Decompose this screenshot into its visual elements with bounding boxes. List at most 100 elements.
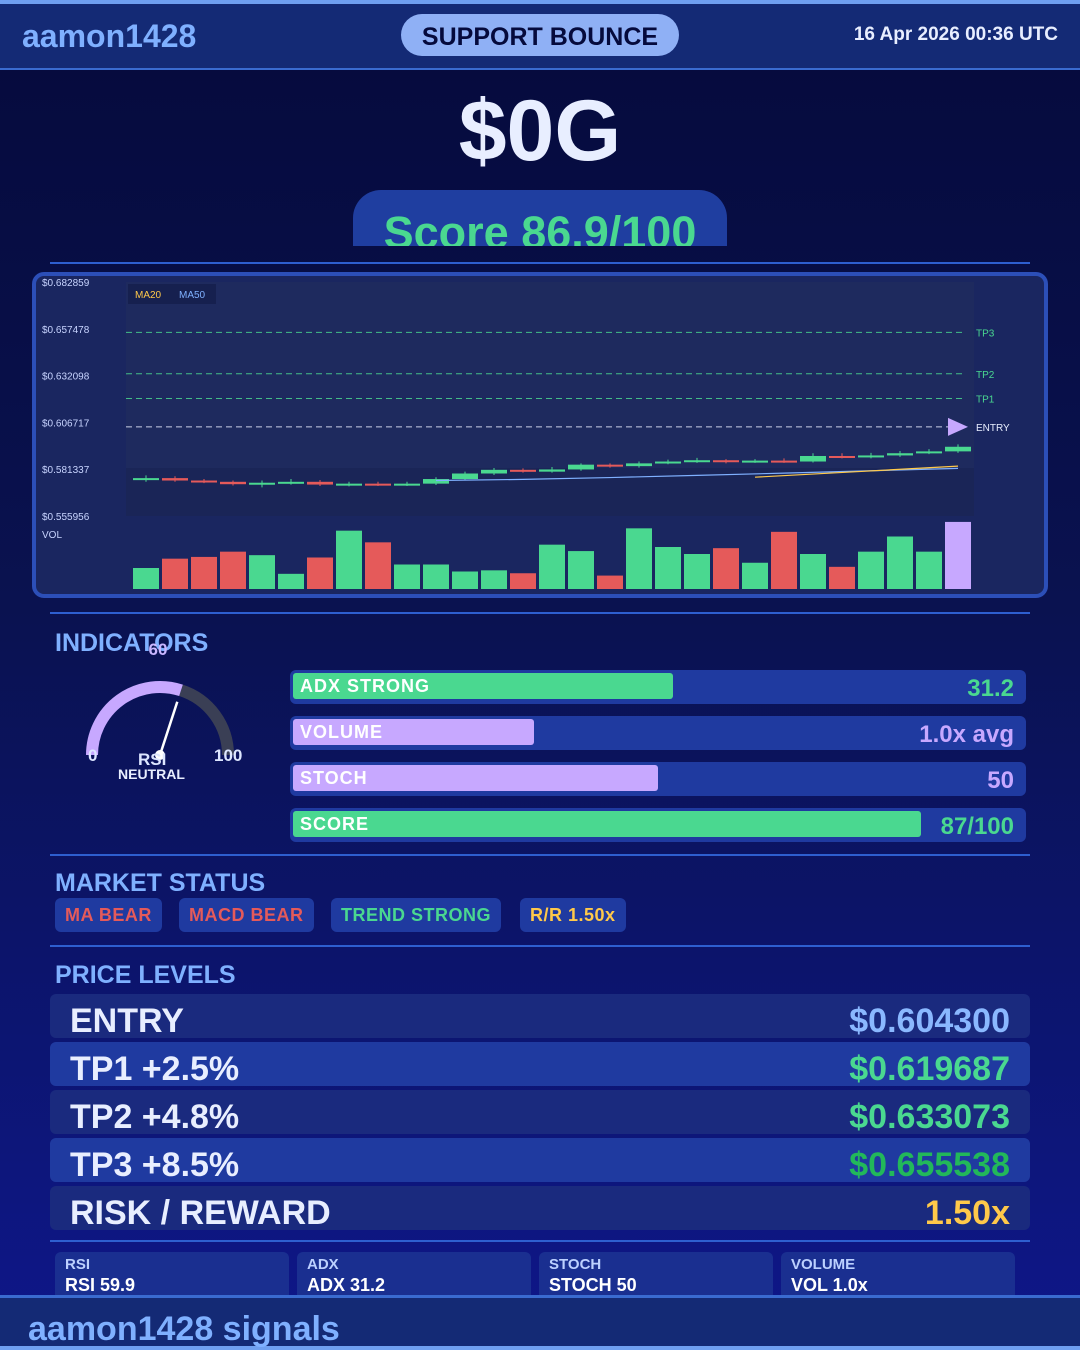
score-bar-label: SCORE [300, 814, 370, 834]
candle-body [249, 482, 275, 485]
rsi-gauge-track [178, 684, 234, 756]
level-value: $0.619687 [849, 1050, 1010, 1088]
volume-bar-value: 1.0x avg [919, 721, 1014, 748]
stat-card-volume: VOLUME VOL 1.0x [781, 1252, 1015, 1296]
divider [50, 945, 1030, 947]
rsi-gauge-needle [158, 701, 179, 756]
candle-body [887, 453, 913, 456]
candle-body [191, 480, 217, 483]
candle-body [452, 473, 478, 480]
candle-body [916, 451, 942, 454]
stat-label: RSI [65, 1256, 91, 1273]
volume-bar [423, 564, 449, 589]
level-value: $0.655538 [849, 1146, 1010, 1184]
y-tick-label: $0.555956 [42, 512, 90, 523]
candle-body [278, 481, 304, 484]
level-row-risk-reward: RISK / REWARD 1.50x [50, 1186, 1030, 1232]
candle-body [597, 464, 623, 467]
volume-bar [394, 564, 420, 589]
level-name: TP2 +4.8% [70, 1098, 240, 1136]
stat-card-rsi: RSI RSI 59.9 [55, 1252, 289, 1296]
divider [50, 262, 1030, 264]
score-bar-value: 87/100 [940, 813, 1014, 840]
candle-body [394, 483, 420, 486]
volume-bar [655, 547, 681, 589]
candle-body [742, 460, 768, 463]
stat-value: STOCH 50 [549, 1275, 637, 1295]
level-label-tp1: TP1 [976, 394, 995, 405]
volume-bar [220, 551, 246, 589]
stat-value: ADX 31.2 [307, 1275, 386, 1295]
volume-bar [191, 556, 217, 589]
candle-body [655, 461, 681, 464]
status-badge-trend: TREND STRONG [331, 898, 501, 932]
candle-body [829, 455, 855, 458]
level-name: TP1 +2.5% [70, 1050, 240, 1088]
y-tick-label: $0.657478 [42, 325, 90, 336]
legend-box [128, 284, 216, 304]
level-label-tp2: TP2 [976, 370, 995, 381]
candle-body [220, 481, 246, 485]
volume-bar [713, 548, 739, 589]
rsi-gauge-value: 60 [148, 640, 168, 659]
status-badge-rr: R/R 1.50x [520, 898, 626, 932]
y-tick-label: $0.606717 [42, 418, 90, 429]
volume-bar [452, 571, 478, 589]
volume-bar [829, 566, 855, 589]
volume-bar [742, 562, 768, 589]
volume-bar [684, 554, 710, 589]
legend-ma50: MA50 [179, 290, 206, 301]
stoch-bar-fill [293, 765, 658, 791]
score-badge: Score 86.9/100 [353, 190, 727, 246]
candle-body [307, 481, 333, 485]
rsi-gauge-max: 100 [214, 746, 243, 765]
candle-body [539, 469, 565, 472]
rsi-gauge-state: NEUTRAL [118, 766, 185, 782]
y-tick-label: $0.682859 [42, 278, 90, 289]
rsi-gauge-min: 0 [88, 746, 98, 765]
candle-body [945, 446, 971, 452]
level-row-tp1: TP1 +2.5% $0.619687 [50, 1042, 1030, 1088]
chart-canvas: $0.682859 $0.657478 $0.632098 $0.606717 $0.5… [42, 278, 1010, 589]
level-label-entry: ENTRY [976, 423, 1010, 434]
score-bar-fill [293, 811, 921, 837]
candle-body [858, 455, 884, 458]
candle-body [568, 464, 594, 470]
stat-card-adx: ADX ADX 31.2 [297, 1252, 531, 1296]
stat-value: RSI 59.9 [65, 1275, 136, 1295]
candle-body [481, 469, 507, 474]
y-tick-label: $0.632098 [42, 372, 90, 383]
volume-bar [365, 542, 391, 589]
volume-bar [481, 570, 507, 589]
level-name: RISK / REWARD [70, 1194, 331, 1232]
level-name: ENTRY [70, 1002, 184, 1040]
signal-type-badge: SUPPORT BOUNCE [401, 14, 679, 56]
status-badge-macd: MACD BEAR [179, 898, 314, 932]
volume-bar [133, 568, 159, 589]
asset-ticker: $0G [458, 83, 622, 179]
status-badge-ma: MA BEAR [55, 898, 162, 932]
stoch-bar-label: STOCH [300, 768, 368, 788]
divider [50, 854, 1030, 856]
timestamp: 16 Apr 2026 00:36 UTC [853, 24, 1058, 45]
entry-arrow-head [948, 417, 968, 436]
candle-body [162, 478, 188, 481]
plot-lower-band [126, 468, 974, 516]
candle-body [336, 483, 362, 486]
y-tick-label: $0.581337 [42, 465, 90, 476]
volume-bar-fill [293, 719, 534, 745]
stoch-bar: STOCH 50 [290, 762, 1026, 796]
stat-label: STOCH [549, 1256, 602, 1273]
candle-body [423, 479, 449, 484]
volume-bar [916, 551, 942, 589]
volume-bar [336, 530, 362, 589]
rsi-gauge-fill [86, 681, 183, 756]
volume-bar [568, 551, 594, 589]
stoch-bar-value: 50 [987, 767, 1014, 794]
market-status-title: MARKET STATUS [55, 869, 266, 897]
legend-ma20: MA20 [135, 290, 162, 301]
volume-bar [539, 544, 565, 589]
volume-bar [162, 558, 188, 589]
price-levels-title: PRICE LEVELS [55, 961, 236, 989]
volume-label: VOL [42, 530, 62, 541]
